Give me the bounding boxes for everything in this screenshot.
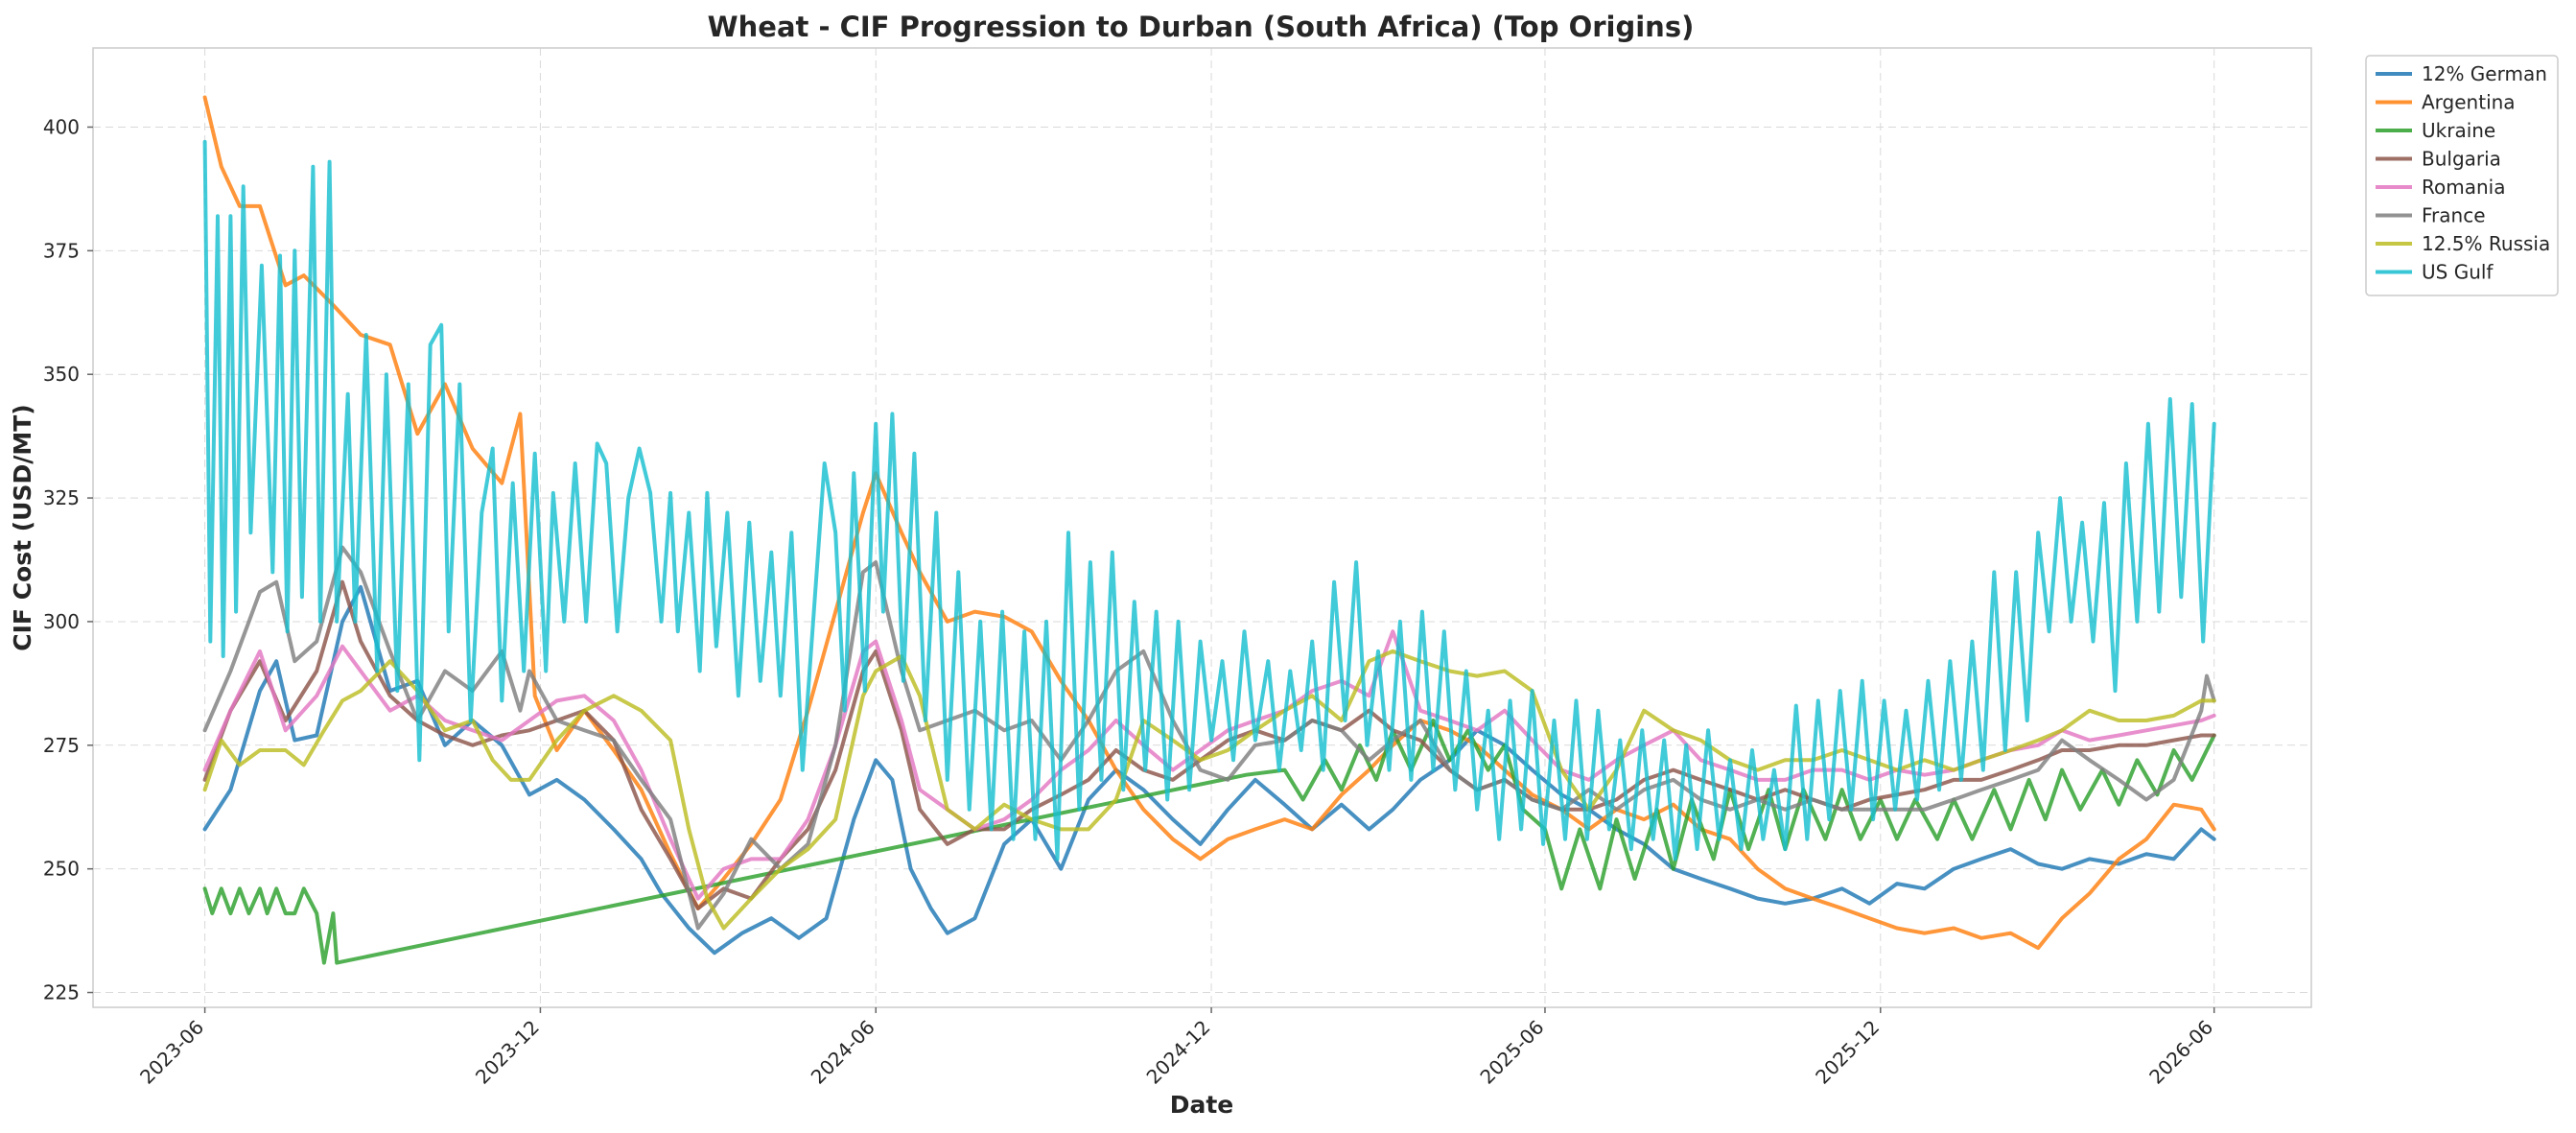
legend-label-us-gulf: US Gulf <box>2422 261 2494 284</box>
series-line-romania <box>202 629 2216 901</box>
y-tick-label: 275 <box>43 734 80 757</box>
y-axis-label: CIF Cost (USD/MT) <box>9 404 36 650</box>
legend-label-romania: Romania <box>2422 176 2505 199</box>
y-tick-label: 225 <box>43 981 80 1004</box>
legend-label-argentina: Argentina <box>2422 91 2516 114</box>
x-tick-label: 2025-06 <box>1475 1016 1548 1089</box>
y-tick-label: 400 <box>43 115 80 138</box>
x-tick-label: 2023-12 <box>471 1016 544 1089</box>
x-axis: 2023-06 2023-12 2024-06 2024-12 2025-06 2025-… <box>135 1007 2217 1089</box>
y-tick-label: 250 <box>43 858 80 881</box>
legend: 12% German Argentina Ukraine Bulgaria Romani… <box>2365 55 2559 296</box>
y-tick-label: 300 <box>43 610 80 633</box>
series-line-argentina <box>202 95 2216 951</box>
x-tick-label: 2024-06 <box>807 1016 879 1089</box>
legend-label-12-german: 12% German <box>2422 62 2547 85</box>
legend-label-ukraine: Ukraine <box>2422 119 2495 142</box>
series-line-ukraine <box>202 719 2216 965</box>
x-tick-label: 2026-06 <box>2144 1016 2217 1089</box>
legend-label-bulgaria: Bulgaria <box>2422 148 2501 171</box>
legend-box <box>2365 55 2559 296</box>
series-lines <box>202 95 2216 965</box>
y-tick-label: 350 <box>43 363 80 386</box>
series-line-us-gulf <box>202 139 2216 862</box>
y-axis: 225 250 275 300 325 350 375 400 <box>43 115 93 1004</box>
y-tick-label: 375 <box>43 239 80 262</box>
x-tick-label: 2025-12 <box>1811 1016 1884 1089</box>
x-tick-label: 2024-12 <box>1142 1016 1215 1089</box>
legend-label-france: France <box>2422 204 2486 227</box>
x-tick-label: 2023-06 <box>135 1016 208 1089</box>
plot-frame <box>92 47 2312 1008</box>
y-tick-label: 325 <box>43 486 80 509</box>
chart-title: Wheat - CIF Progression to Durban (South… <box>708 11 1695 43</box>
legend-label-12-5-russia: 12.5% Russia <box>2422 232 2550 255</box>
x-axis-label: Date <box>1170 1091 1234 1119</box>
